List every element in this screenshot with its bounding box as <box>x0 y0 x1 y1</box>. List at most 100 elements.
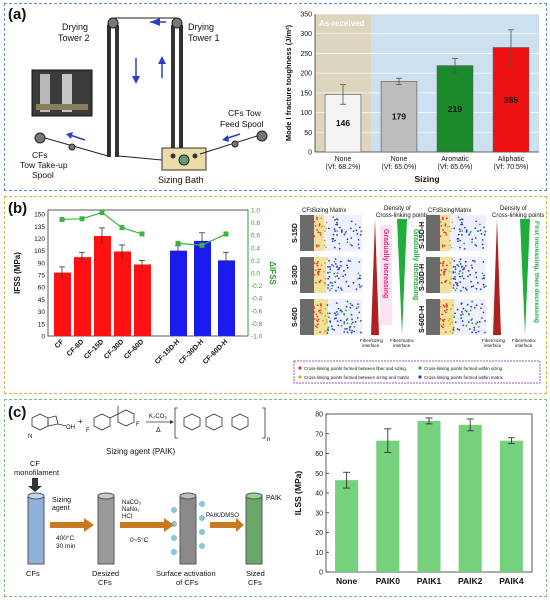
crosslink-point <box>337 286 340 289</box>
row-label-s60d: S-60D <box>292 307 299 327</box>
crosslink-point <box>457 233 460 236</box>
y-tick-label: 20 <box>315 530 323 537</box>
label-solvent: PAIK/DMSO <box>206 513 239 519</box>
crosslink-point <box>335 317 337 319</box>
crosslink-point <box>475 271 477 274</box>
crosslink-point <box>442 326 444 329</box>
crosslink-point <box>351 244 353 247</box>
crosslink-point <box>469 328 471 330</box>
stage-sized: Sized CFs <box>246 569 265 587</box>
crosslink-point <box>335 302 338 304</box>
triangle-right-green <box>520 219 530 335</box>
crosslink-point <box>459 219 462 221</box>
panel-b-frame <box>4 196 547 394</box>
y-tick-label: 200 <box>300 71 312 78</box>
crosslink-point <box>339 319 342 322</box>
crosslink-point <box>359 286 361 288</box>
y2-tick-label: -0.4 <box>251 296 263 303</box>
y-tick-label: 0 <box>308 150 312 157</box>
y-tick-label: 120 <box>34 236 45 243</box>
y-tick-label: 30 <box>315 510 323 517</box>
crosslink-point <box>357 303 359 305</box>
crosslink-point <box>325 227 327 230</box>
crosslink-point <box>453 227 456 230</box>
series-point <box>199 242 205 248</box>
crosslink-point <box>337 324 340 327</box>
crosslink-point <box>468 321 470 323</box>
crosslink-point <box>439 235 442 238</box>
crosslink-point <box>445 234 448 236</box>
crosslink-point <box>477 230 479 232</box>
crosslink-point <box>458 260 461 263</box>
crosslink-point <box>343 331 346 333</box>
crosslink-point <box>357 243 360 246</box>
y-tick-label: 300 <box>300 31 312 38</box>
header-sizing-left: Sizing <box>312 208 328 214</box>
crosslink-point <box>319 304 322 307</box>
crosslink-point <box>313 274 316 276</box>
crosslink-point <box>459 263 462 265</box>
crosslink-point <box>337 277 340 280</box>
crosslink-point <box>320 306 323 308</box>
crosslink-point <box>444 223 447 226</box>
crosslink-point <box>346 241 349 244</box>
crosslink-point <box>343 270 345 272</box>
crosslink-point <box>316 218 318 221</box>
crosslink-point <box>346 331 349 334</box>
crosslink-point <box>350 227 352 230</box>
y2-tick-label: 1.0 <box>251 208 260 215</box>
crosslink-point <box>445 268 447 271</box>
crosslink-point <box>340 289 343 291</box>
label-takeup-spool: CFs Tow Take-up Spool <box>20 150 68 180</box>
crosslink-point <box>350 313 353 316</box>
crosslink-point <box>316 323 319 326</box>
crosslink-point <box>335 289 337 292</box>
crosslink-point <box>319 331 321 333</box>
data-label: 265 <box>504 95 518 105</box>
crosslink-point <box>457 265 460 268</box>
crosslink-point <box>444 224 447 227</box>
crosslink-point <box>441 245 444 248</box>
crosslink-point <box>333 260 336 263</box>
crosslink-point <box>474 237 477 239</box>
label-gradually-decreasing-v: Gradually decreasing <box>412 229 419 300</box>
crosslink-point <box>461 265 463 268</box>
label-cf-monofilament: CF monofilament <box>14 459 60 477</box>
crosslink-point <box>461 234 463 236</box>
crosslink-point <box>344 232 347 234</box>
bar <box>54 272 71 336</box>
crosslink-point <box>332 233 335 236</box>
crosslink-point <box>438 310 440 312</box>
y2-tick-label: -1.0 <box>251 334 263 341</box>
crosslink-density-schematic: CFs Sizing Matrix Density of Cross-linkin… <box>292 206 544 384</box>
crosslink-point <box>349 325 352 328</box>
crosslink-point <box>313 235 316 238</box>
crosslink-point <box>475 244 478 247</box>
crosslink-point <box>336 320 339 323</box>
crosslink-point <box>334 219 336 221</box>
crosslink-point <box>484 230 487 233</box>
crosslink-point <box>475 331 477 334</box>
crosslink-point <box>454 281 457 284</box>
crosslink-point <box>442 320 445 323</box>
crosslink-point <box>438 324 441 326</box>
crosslink-point <box>482 261 485 263</box>
legend-item-within-sizing: Cross-linking points formed within sizin… <box>424 366 503 371</box>
crosslink-point <box>461 275 464 277</box>
crosslink-point <box>463 226 466 229</box>
crosslink-point <box>320 312 323 315</box>
crosslink-point <box>480 233 483 235</box>
crosslink-point <box>351 304 354 307</box>
crosslink-point <box>482 277 485 279</box>
crosslink-point <box>448 270 451 273</box>
crosslink-point <box>319 268 322 271</box>
crosslink-point <box>454 289 457 292</box>
crosslink-point <box>456 238 459 240</box>
crosslink-point <box>350 237 353 239</box>
series-point <box>119 225 125 231</box>
crosslink-point <box>449 230 452 233</box>
crosslink-point <box>474 260 476 263</box>
crosslink-point <box>450 246 453 249</box>
crosslink-point <box>336 265 338 268</box>
bar <box>94 236 111 336</box>
